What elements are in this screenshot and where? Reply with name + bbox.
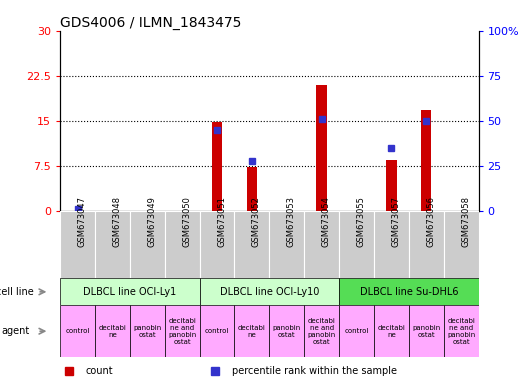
Text: DLBCL line Su-DHL6: DLBCL line Su-DHL6 bbox=[359, 287, 458, 297]
Bar bbox=[165, 211, 200, 278]
Bar bbox=[234, 305, 269, 357]
Bar bbox=[421, 110, 431, 211]
Bar bbox=[130, 305, 165, 357]
Text: GSM673053: GSM673053 bbox=[287, 196, 296, 247]
Text: control: control bbox=[205, 328, 229, 334]
Text: DLBCL line OCI-Ly10: DLBCL line OCI-Ly10 bbox=[220, 287, 319, 297]
Text: decitabi
ne: decitabi ne bbox=[98, 325, 127, 338]
Bar bbox=[304, 305, 339, 357]
Bar bbox=[95, 305, 130, 357]
Bar bbox=[339, 305, 374, 357]
Text: GSM673057: GSM673057 bbox=[391, 196, 401, 247]
Text: decitabi
ne and
panobin
ostat: decitabi ne and panobin ostat bbox=[308, 318, 336, 345]
Text: decitabi
ne and
panobin
ostat: decitabi ne and panobin ostat bbox=[447, 318, 475, 345]
Bar bbox=[269, 305, 304, 357]
Bar bbox=[60, 211, 95, 278]
Text: GSM673049: GSM673049 bbox=[147, 196, 156, 247]
Bar bbox=[95, 211, 130, 278]
Text: GSM673054: GSM673054 bbox=[322, 196, 331, 247]
Text: GSM673052: GSM673052 bbox=[252, 196, 261, 247]
Text: count: count bbox=[85, 366, 113, 376]
Bar bbox=[339, 211, 374, 278]
Text: GSM673051: GSM673051 bbox=[217, 196, 226, 247]
Bar bbox=[304, 211, 339, 278]
Bar bbox=[60, 278, 200, 305]
Text: GSM673055: GSM673055 bbox=[357, 196, 366, 247]
Text: agent: agent bbox=[1, 326, 29, 336]
Bar bbox=[200, 211, 234, 278]
Text: percentile rank within the sample: percentile rank within the sample bbox=[232, 366, 396, 376]
Text: control: control bbox=[65, 328, 90, 334]
Text: panobin
ostat: panobin ostat bbox=[412, 325, 440, 338]
Text: GSM673047: GSM673047 bbox=[77, 196, 87, 247]
Bar bbox=[247, 167, 257, 211]
Bar bbox=[444, 305, 479, 357]
Text: GDS4006 / ILMN_1843475: GDS4006 / ILMN_1843475 bbox=[60, 16, 242, 30]
Text: GSM673056: GSM673056 bbox=[426, 196, 435, 247]
Bar bbox=[374, 305, 409, 357]
Bar bbox=[374, 211, 409, 278]
Text: cell line: cell line bbox=[0, 287, 34, 297]
Bar bbox=[60, 305, 95, 357]
Bar bbox=[200, 278, 339, 305]
Text: panobin
ostat: panobin ostat bbox=[272, 325, 301, 338]
Bar bbox=[212, 122, 222, 211]
Bar bbox=[339, 278, 479, 305]
Text: GSM673050: GSM673050 bbox=[182, 196, 191, 247]
Text: decitabi
ne: decitabi ne bbox=[238, 325, 266, 338]
Text: decitabi
ne and
panobin
ostat: decitabi ne and panobin ostat bbox=[168, 318, 196, 345]
Text: panobin
ostat: panobin ostat bbox=[133, 325, 162, 338]
Bar bbox=[130, 211, 165, 278]
Bar bbox=[269, 211, 304, 278]
Bar bbox=[409, 305, 444, 357]
Bar bbox=[165, 305, 200, 357]
Text: GSM673058: GSM673058 bbox=[461, 196, 470, 247]
Text: control: control bbox=[344, 328, 369, 334]
Bar bbox=[444, 211, 479, 278]
Text: GSM673048: GSM673048 bbox=[112, 196, 121, 247]
Bar bbox=[200, 305, 234, 357]
Bar bbox=[234, 211, 269, 278]
Bar bbox=[409, 211, 444, 278]
Text: decitabi
ne: decitabi ne bbox=[378, 325, 405, 338]
Bar bbox=[386, 160, 396, 211]
Text: DLBCL line OCI-Ly1: DLBCL line OCI-Ly1 bbox=[83, 287, 176, 297]
Bar bbox=[316, 85, 327, 211]
